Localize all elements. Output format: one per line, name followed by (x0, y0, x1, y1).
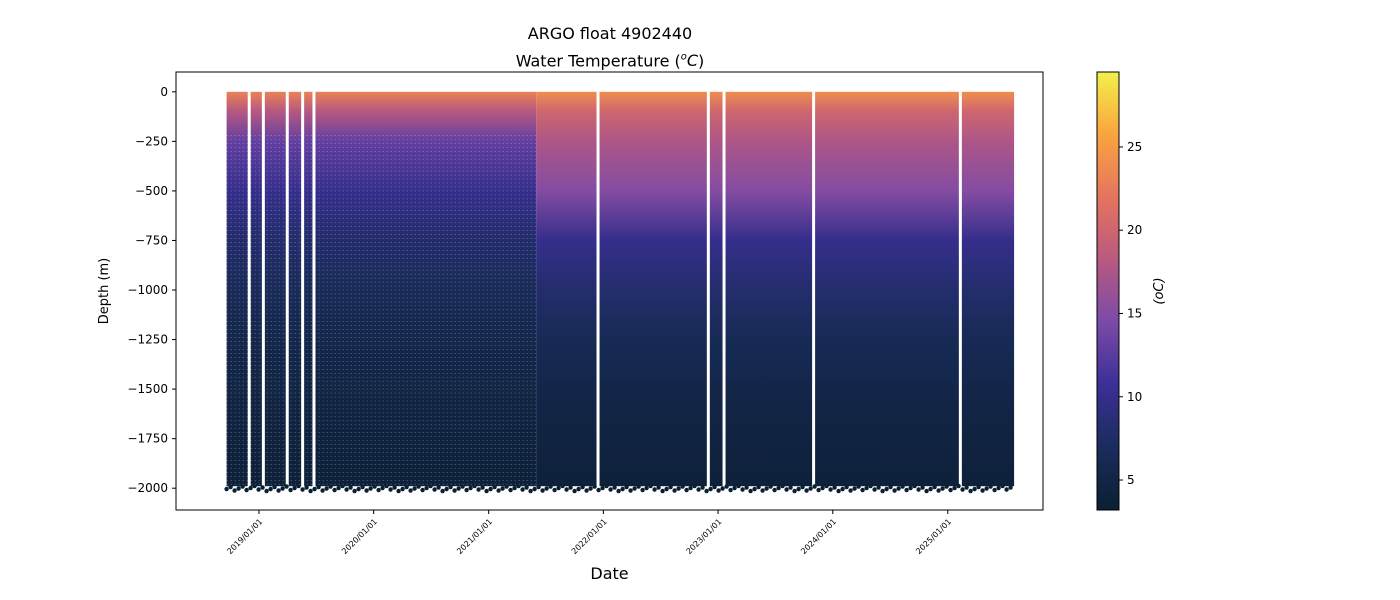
unit-degree-o: o (680, 52, 687, 63)
y-axis-label: Depth (m) (97, 258, 112, 325)
data-gap-9 (958, 91, 962, 493)
x-tick-label-3: 2022/01/01 (570, 517, 609, 556)
plot-area (224, 91, 1015, 494)
temperature-field-early (226, 91, 537, 487)
colorbar-tick-label-4: 25 (1127, 140, 1142, 154)
chart-subtitle: Water Temperature (oC) (0, 48, 1220, 71)
y-axis: 0 −250 −500 −750 −1000 −1250 −1500 −1750 −2000 (127, 85, 176, 495)
chart-title: ARGO float 4902440 (527, 24, 693, 43)
colorbar-label: (oC) (1152, 277, 1167, 304)
y-tick-label-6: −1500 (127, 382, 168, 396)
data-gap-2 (285, 91, 289, 493)
temperature-field-late (536, 91, 1015, 487)
y-tick-label-8: −2000 (127, 481, 168, 495)
data-gap-0 (247, 91, 251, 493)
profile-bottom-edge (224, 483, 1013, 494)
data-gap-3 (301, 91, 305, 493)
x-tick-label-0: 2019/01/01 (225, 517, 264, 556)
x-tick-label-4: 2023/01/01 (685, 517, 724, 556)
x-axis: 2019/01/01 2020/01/01 2021/01/01 2022/01/01… (225, 510, 953, 556)
axes-frame (175, 71, 1044, 511)
y-tick-label-3: −750 (135, 233, 168, 247)
data-gap-1 (261, 91, 265, 493)
colorbar-tick-label-2: 15 (1127, 306, 1142, 320)
subtitle-prefix: Water Temperature ( (515, 51, 681, 71)
y-tick-label-0: 0 (160, 85, 168, 99)
y-tick-label-1: −250 (135, 134, 168, 148)
x-axis-label: Date (590, 564, 628, 583)
x-tick-label-2: 2021/01/01 (455, 517, 494, 556)
colorbar-tick-label-0: 5 (1127, 473, 1135, 487)
colorbar-gradient (1096, 71, 1120, 511)
colorbar: 5 10 15 20 25 (oC) (1096, 71, 1167, 511)
unit-degree: oC (681, 51, 698, 70)
data-gap-6 (706, 91, 710, 493)
y-tick-label-2: −500 (135, 184, 168, 198)
colorbar-tick-label-3: 20 (1127, 223, 1142, 237)
unit-degree-c: C (686, 51, 699, 71)
subtitle-suffix: ) (698, 51, 705, 71)
x-tick-label-1: 2020/01/01 (340, 517, 379, 556)
data-gap-7 (722, 91, 726, 493)
data-gap-4 (312, 91, 316, 493)
colorbar-tick-label-1: 10 (1127, 390, 1142, 404)
x-tick-label-6: 2025/01/01 (914, 517, 953, 556)
data-gap-8 (812, 91, 816, 493)
y-tick-label-5: −1250 (127, 333, 168, 347)
data-gap-5 (596, 91, 600, 493)
y-tick-label-4: −1000 (127, 283, 168, 297)
y-tick-label-7: −1750 (127, 432, 168, 446)
x-tick-label-5: 2024/01/01 (799, 517, 838, 556)
